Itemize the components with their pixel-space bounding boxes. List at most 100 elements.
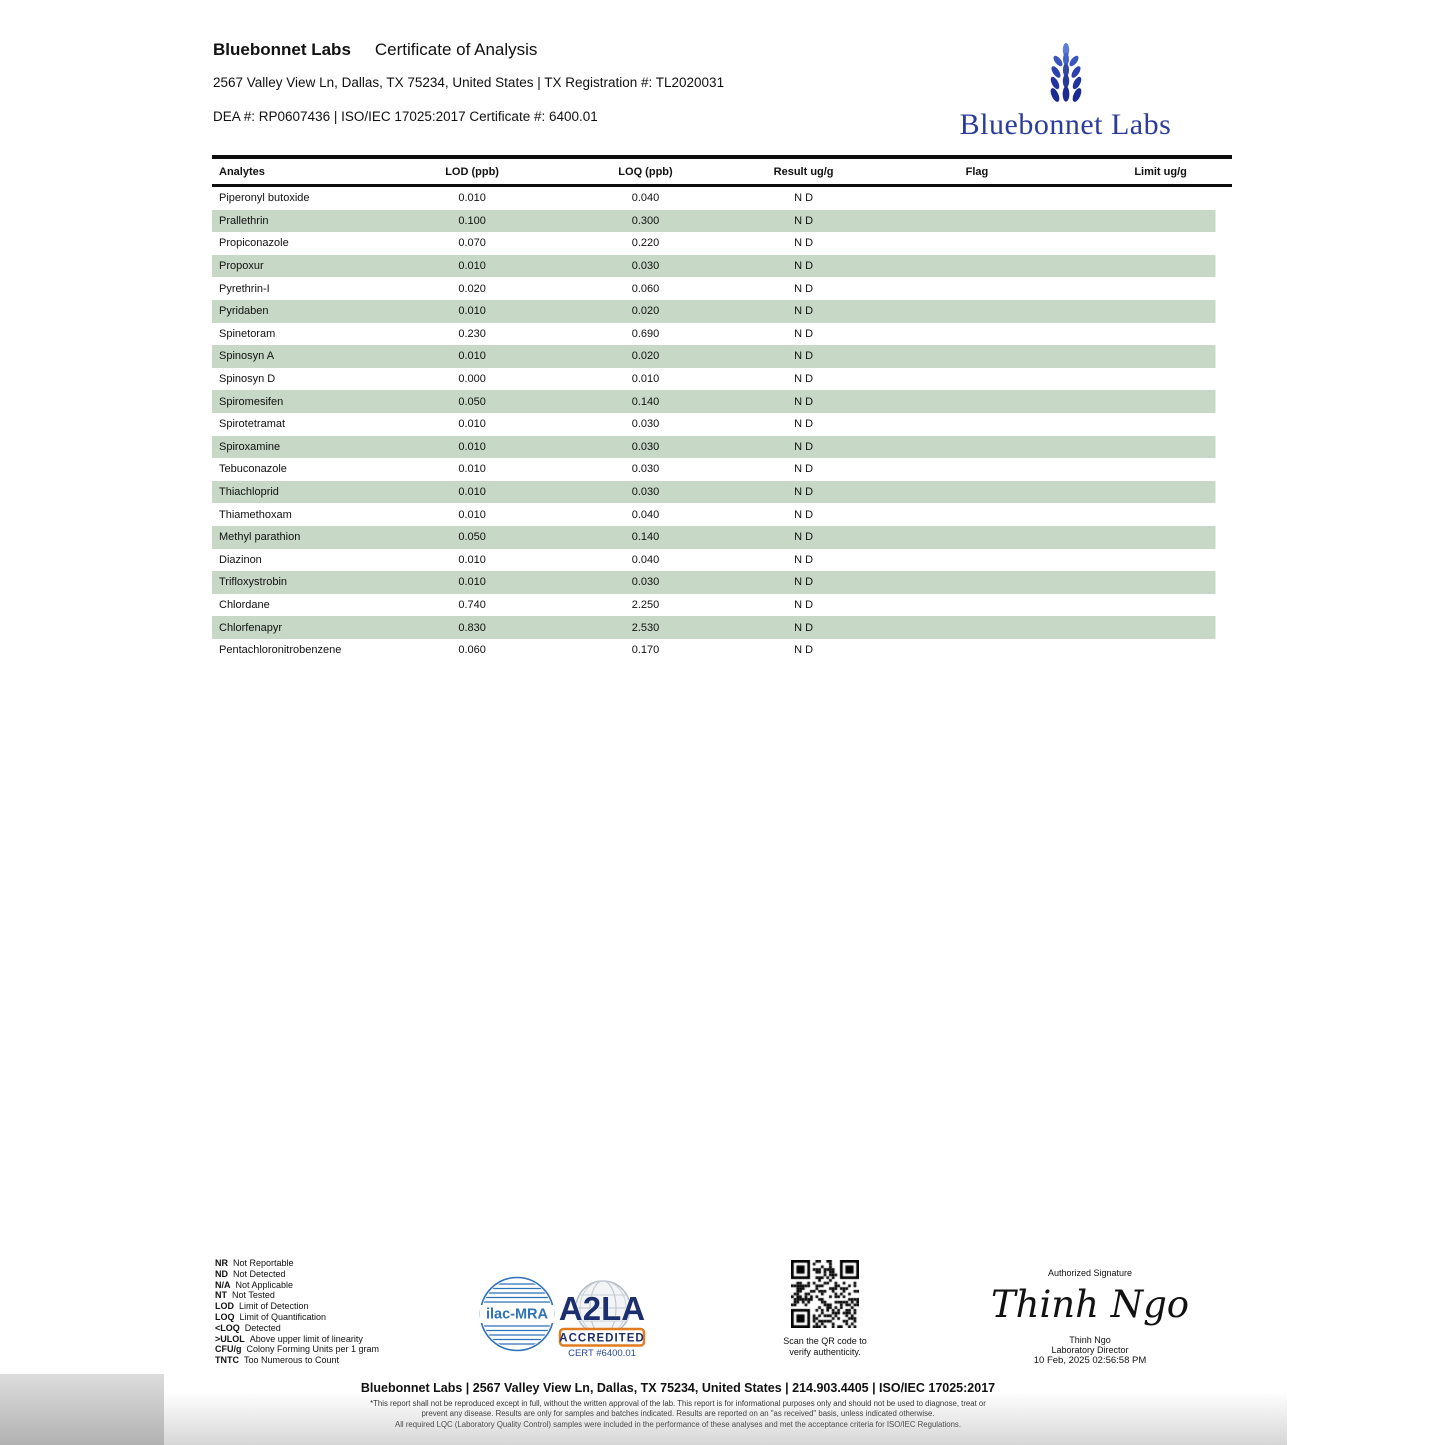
legend-item: LOD Limit of Detection [215,1301,309,1312]
cell-analyte: Thiachloprid [219,486,279,499]
cell-analyte: Tebuconazole [219,463,287,476]
cell-limit [1089,594,1232,617]
abbreviation-legend: NR Not Reportable ND Not Detected N/A Not App… [215,1258,379,1366]
cell-result: N D [794,621,814,634]
cell-limit [1089,526,1232,549]
cell-limit [1089,255,1232,278]
cell-loq: 0.220 [631,237,660,250]
cell-result: N D [794,214,814,227]
lab-address-line: 2567 Valley View Ln, Dallas, TX 75234, U… [213,75,725,90]
cell-limit [1089,232,1232,255]
cell-result: N D [794,327,814,340]
cell-flag [865,368,1089,391]
legend-item: NT Not Tested [215,1290,275,1301]
footer-disclaimer: *This report shall not be reproduced exc… [370,1399,986,1429]
cell-limit [1089,210,1232,233]
cell-flag [865,232,1089,255]
cell-lod: 0.010 [458,553,486,566]
cell-limit [1089,300,1232,323]
cell-flag [865,210,1089,233]
cell-result: N D [794,260,814,273]
cell-analyte: Spiroxamine [219,440,281,453]
cell-loq: 0.030 [631,418,660,431]
table-row: Chlordane 0.740 2.250 N D [212,594,1232,617]
cell-result: N D [794,395,814,408]
cell-flag [865,549,1089,572]
col-header-flag: Flag [965,166,989,178]
logo-wordmark: Bluebonnet Labs [959,108,1172,141]
cell-lod: 0.070 [458,237,486,250]
cell-loq: 0.030 [631,260,660,273]
cell-analyte: Spiromesifen [219,395,284,408]
legend-item: >ULOL Above upper limit of linearity [215,1333,363,1344]
analyte-results-table: Analytes LOD (ppb) LOQ (ppb) Result ug/g… [212,155,1232,661]
signer-name: Thinh Ngo [1069,1335,1111,1345]
cell-limit [1089,368,1232,391]
cell-loq: 0.030 [631,440,660,453]
cell-limit [1089,616,1232,639]
qr-section: Scan the QR code to verify authenticity. [770,1260,880,1358]
bluebonnet-logo: Bluebonnet Labs [938,42,1193,142]
cell-result: N D [794,486,814,499]
cell-loq: 0.170 [631,644,660,657]
cell-result: N D [794,576,814,589]
cell-analyte: Spinosyn A [219,350,275,363]
cell-flag [865,503,1089,526]
cell-loq: 0.020 [631,305,660,318]
cell-lod: 0.010 [458,508,486,521]
dea-certificate-line: DEA #: RP0607436 | ISO/IEC 17025:2017 Ce… [213,109,598,124]
cell-loq: 0.020 [631,350,660,363]
cell-lod: 0.010 [458,192,486,205]
col-header-lod: LOD (ppb) [445,166,499,178]
table-row: Pentachloronitrobenzene 0.060 0.170 N D [212,639,1232,662]
cell-limit [1089,639,1232,662]
cell-loq: 0.060 [631,282,660,295]
cell-loq: 0.030 [631,463,660,476]
analyte-table-body: Piperonyl butoxide 0.010 0.040 N D Prallethr… [212,186,1232,662]
cell-result: N D [794,237,814,250]
table-row: Tebuconazole 0.010 0.030 N D [212,458,1232,481]
cell-flag [865,277,1089,300]
ilac-mra-label: ilac-MRA [486,1307,549,1323]
cell-limit [1089,186,1232,210]
signature-datetime: 10 Feb, 2025 02:56:58 PM [1033,1355,1147,1366]
cell-limit [1089,345,1232,368]
page-title: Certificate of Analysis [374,40,538,59]
cell-loq: 0.300 [631,214,660,227]
cell-limit [1089,413,1232,436]
signature-script: Thinh Ngo [990,1283,1190,1326]
cell-result: N D [794,350,814,363]
cell-flag [865,300,1089,323]
cell-flag [865,436,1089,459]
cell-analyte: Chlordane [219,598,270,611]
cell-loq: 0.030 [631,576,660,589]
footer-contact-line: Bluebonnet Labs | 2567 Valley View Ln, D… [360,1381,996,1395]
cell-analyte: Diazinon [219,553,262,566]
table-row: Spiroxamine 0.010 0.030 N D [212,435,1232,459]
cell-lod: 0.010 [458,486,486,499]
cell-flag [865,526,1089,549]
cell-loq: 0.010 [631,373,660,386]
cell-result: N D [794,192,814,205]
cell-limit [1089,390,1232,413]
bluebonnet-flower-icon [1050,43,1081,102]
cell-result: N D [794,598,814,611]
cell-lod: 0.000 [458,373,486,386]
cell-flag [865,616,1089,639]
cell-loq: 0.040 [631,553,660,566]
qr-code [791,1260,859,1328]
table-row: Spinetoram 0.230 0.690 N D [212,323,1232,346]
cell-loq: 0.140 [631,395,660,408]
cell-lod: 0.050 [458,395,486,408]
company-name: Bluebonnet Labs [213,40,351,59]
cell-result: N D [794,305,814,318]
table-row: Spiromesifen 0.050 0.140 N D [212,390,1232,413]
cell-result: N D [794,531,814,544]
cell-limit [1089,458,1232,481]
cell-flag [865,594,1089,617]
legend-item: N/A Not Applicable [215,1279,294,1290]
cell-analyte: Spirotetramat [219,418,286,431]
cell-lod: 0.830 [458,621,486,634]
cell-result: N D [794,553,814,566]
